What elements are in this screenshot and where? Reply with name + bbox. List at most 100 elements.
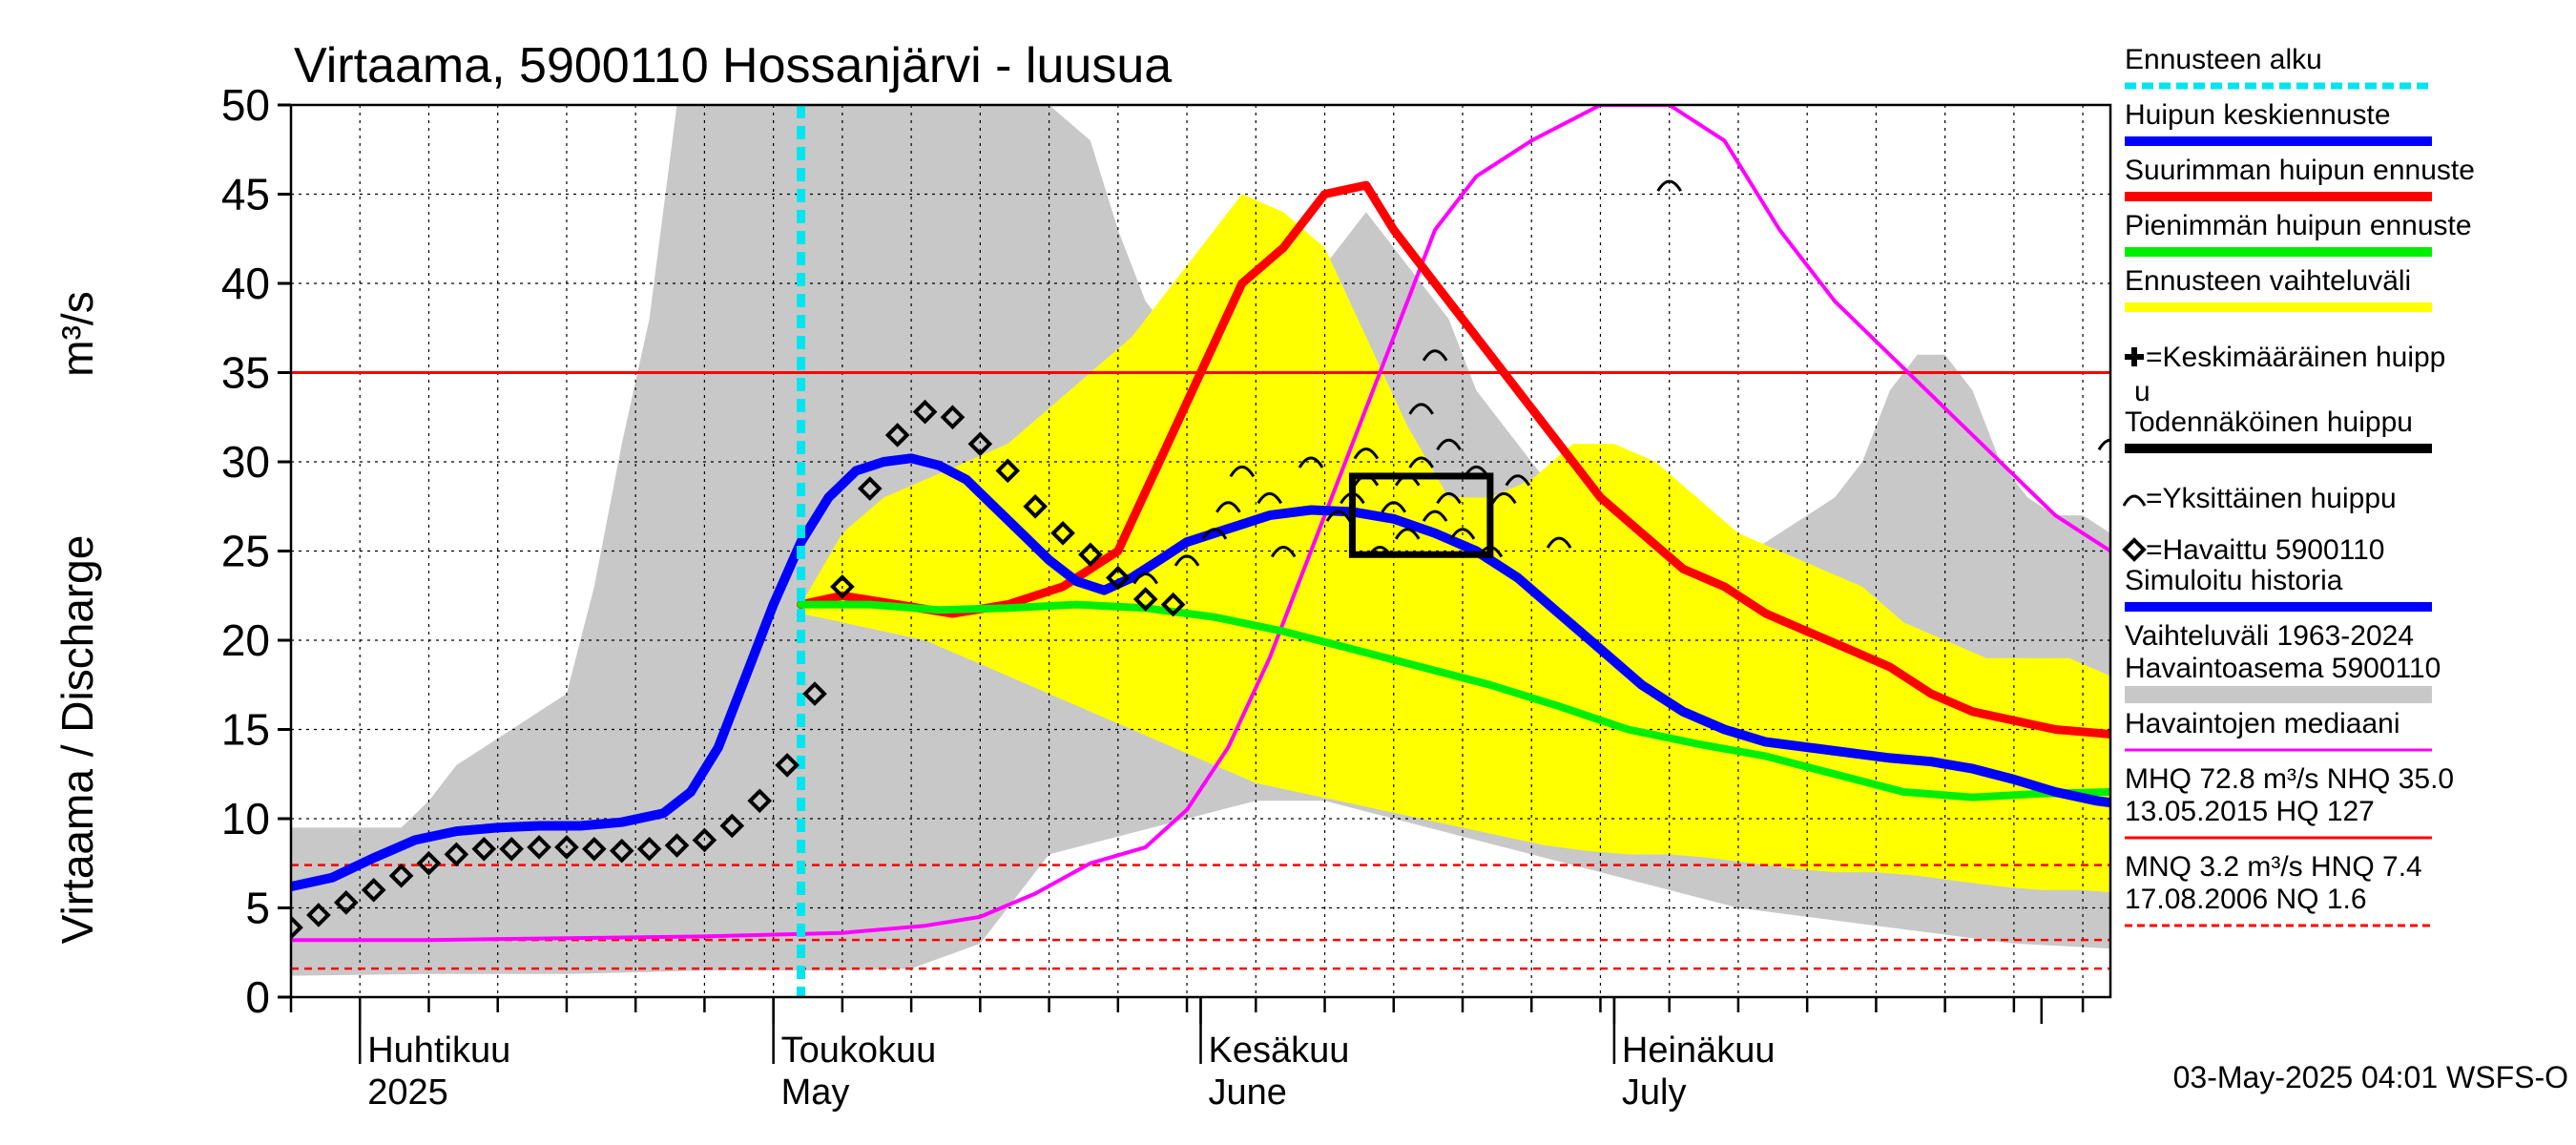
single-peak-marker bbox=[1229, 465, 1256, 478]
observed-point bbox=[291, 915, 303, 940]
legend-label: Simuloitu historia bbox=[2125, 565, 2343, 596]
single-peak-marker bbox=[1505, 474, 1531, 487]
y-tick-label: 0 bbox=[245, 972, 270, 1022]
legend-label-2: 13.05.2015 HQ 127 bbox=[2125, 796, 2375, 827]
observed-point bbox=[802, 681, 827, 706]
observed-point bbox=[747, 788, 773, 814]
observed-point bbox=[1105, 565, 1131, 591]
single-peak-marker bbox=[1298, 456, 1324, 468]
single-peak-marker bbox=[2097, 438, 2110, 451]
observed-point bbox=[636, 836, 662, 862]
observed-point bbox=[1078, 542, 1103, 568]
month-label-en: July bbox=[1622, 1072, 1687, 1113]
observed-point bbox=[361, 877, 386, 903]
observed-point bbox=[967, 431, 993, 457]
y-tick-label: 45 bbox=[221, 170, 270, 219]
legend-label: Pienimmän huipun ennuste bbox=[2125, 210, 2472, 241]
legend-label: Vaihteluväli 1963-2024 bbox=[2125, 620, 2414, 652]
observed-point bbox=[554, 835, 579, 860]
observed-point bbox=[1160, 592, 1186, 617]
observed-point bbox=[499, 836, 524, 862]
legend-label-2: 17.08.2006 NQ 1.6 bbox=[2125, 884, 2367, 915]
observed-point bbox=[995, 458, 1021, 484]
observed-point bbox=[884, 423, 910, 448]
legend: Ennusteen alku Huipun keskiennuste Suurimm… bbox=[2122, 44, 2475, 927]
markers bbox=[291, 179, 2110, 940]
legend-plus-icon bbox=[2125, 347, 2144, 366]
single-peak-marker bbox=[1201, 528, 1228, 540]
legend-item: Simuloitu historia bbox=[2125, 565, 2432, 612]
series-line-pienimm-n-huipun-ennuste bbox=[797, 600, 2110, 802]
observed-point bbox=[444, 842, 469, 867]
observed-point bbox=[830, 574, 855, 599]
observed-point bbox=[609, 838, 634, 864]
legend-arc-icon bbox=[2122, 494, 2147, 507]
legend-item: Ennusteen alku bbox=[2125, 44, 2432, 90]
observed-point bbox=[416, 850, 442, 876]
single-peak-marker bbox=[1422, 349, 1448, 362]
single-peak-marker bbox=[1449, 528, 1476, 540]
single-peak-marker bbox=[1491, 491, 1517, 505]
legend-label: =Havaittu 5900110 bbox=[2146, 534, 2384, 566]
y-tick-label: 10 bbox=[221, 794, 270, 843]
y-axis-unit: m³/s bbox=[52, 291, 102, 376]
legend-label: Suurimman huipun ennuste bbox=[2125, 155, 2475, 186]
single-peak-marker bbox=[1394, 528, 1421, 540]
month-label-fi: Heinäkuu bbox=[1622, 1030, 1776, 1071]
observed-point bbox=[912, 399, 938, 425]
axes: 05101520253035404550Huhtikuu2025Toukokuu… bbox=[221, 80, 2112, 1113]
y-tick-label: 5 bbox=[245, 884, 270, 933]
legend-item: Pienimmän huipun ennuste bbox=[2125, 210, 2472, 257]
month-label-en: June bbox=[1209, 1072, 1287, 1113]
y-tick-label: 40 bbox=[221, 259, 270, 308]
observed-point bbox=[471, 836, 497, 862]
single-peak-marker bbox=[1422, 510, 1448, 522]
legend-label-2: Havaintoasema 5900110 bbox=[2125, 653, 2441, 684]
legend-item: Todennäköinen huippu bbox=[2125, 406, 2432, 453]
legend-item: Havaintojen mediaani bbox=[2125, 708, 2432, 752]
single-peak-marker bbox=[1325, 510, 1352, 522]
series-lines bbox=[291, 105, 2110, 997]
observed-point bbox=[1023, 493, 1048, 519]
legend-label: Ennusteen vaihteluväli bbox=[2125, 265, 2411, 297]
single-peak-marker bbox=[1270, 546, 1297, 558]
observed-point bbox=[940, 405, 966, 430]
month-label-en: 2025 bbox=[367, 1072, 448, 1113]
y-axis-label: Virtaama / Discharge bbox=[52, 535, 102, 945]
y-tick-label: 20 bbox=[221, 615, 270, 665]
timestamp: 03-May-2025 04:01 WSFS-O bbox=[2173, 1060, 2568, 1094]
observed-point bbox=[333, 890, 359, 915]
legend-label: MNQ 3.2 m³/s HNQ 7.4 bbox=[2125, 851, 2422, 883]
month-label-en: May bbox=[781, 1072, 850, 1113]
y-tick-label: 35 bbox=[221, 348, 270, 398]
observed-point bbox=[1050, 520, 1075, 546]
series-line-simuloitu-historia bbox=[291, 453, 2110, 892]
legend-item: Ennusteen vaihteluväli bbox=[2125, 265, 2432, 312]
legend-label: Todennäköinen huippu bbox=[2125, 406, 2413, 438]
single-peak-marker bbox=[1436, 438, 1462, 451]
probable-peak-box bbox=[1348, 472, 1494, 558]
observed-point bbox=[306, 903, 331, 927]
legend-item: =Havaittu 5900110 bbox=[2122, 534, 2384, 566]
legend-item: MHQ 72.8 m³/s NHQ 35.013.05.2015 HQ 127 bbox=[2125, 763, 2454, 840]
observed-point bbox=[719, 813, 745, 839]
single-peak-marker bbox=[1257, 491, 1283, 505]
single-peak-marker bbox=[1546, 536, 1572, 549]
legend-item: Suurimman huipun ennuste bbox=[2125, 155, 2475, 201]
legend-item: Huipun keskiennuste bbox=[2125, 99, 2432, 146]
single-peak-marker bbox=[1381, 501, 1407, 513]
observed-point bbox=[1132, 587, 1158, 612]
y-tick-label: 15 bbox=[221, 705, 270, 755]
observed-point bbox=[857, 476, 883, 501]
observed-point bbox=[664, 833, 690, 858]
legend-label: =Keskimääräinen huipp bbox=[2146, 342, 2445, 373]
y-tick-label: 25 bbox=[221, 527, 270, 576]
chart-title: Virtaama, 5900110 Hossanjärvi - luusua bbox=[294, 38, 1172, 94]
y-tick-label: 50 bbox=[221, 80, 270, 130]
observed-point bbox=[692, 827, 717, 853]
y-tick-label: 30 bbox=[221, 437, 270, 487]
legend-diamond-icon bbox=[2122, 537, 2147, 562]
legend-label: MHQ 72.8 m³/s NHQ 35.0 bbox=[2125, 763, 2454, 795]
month-label-fi: Huhtikuu bbox=[367, 1030, 510, 1071]
